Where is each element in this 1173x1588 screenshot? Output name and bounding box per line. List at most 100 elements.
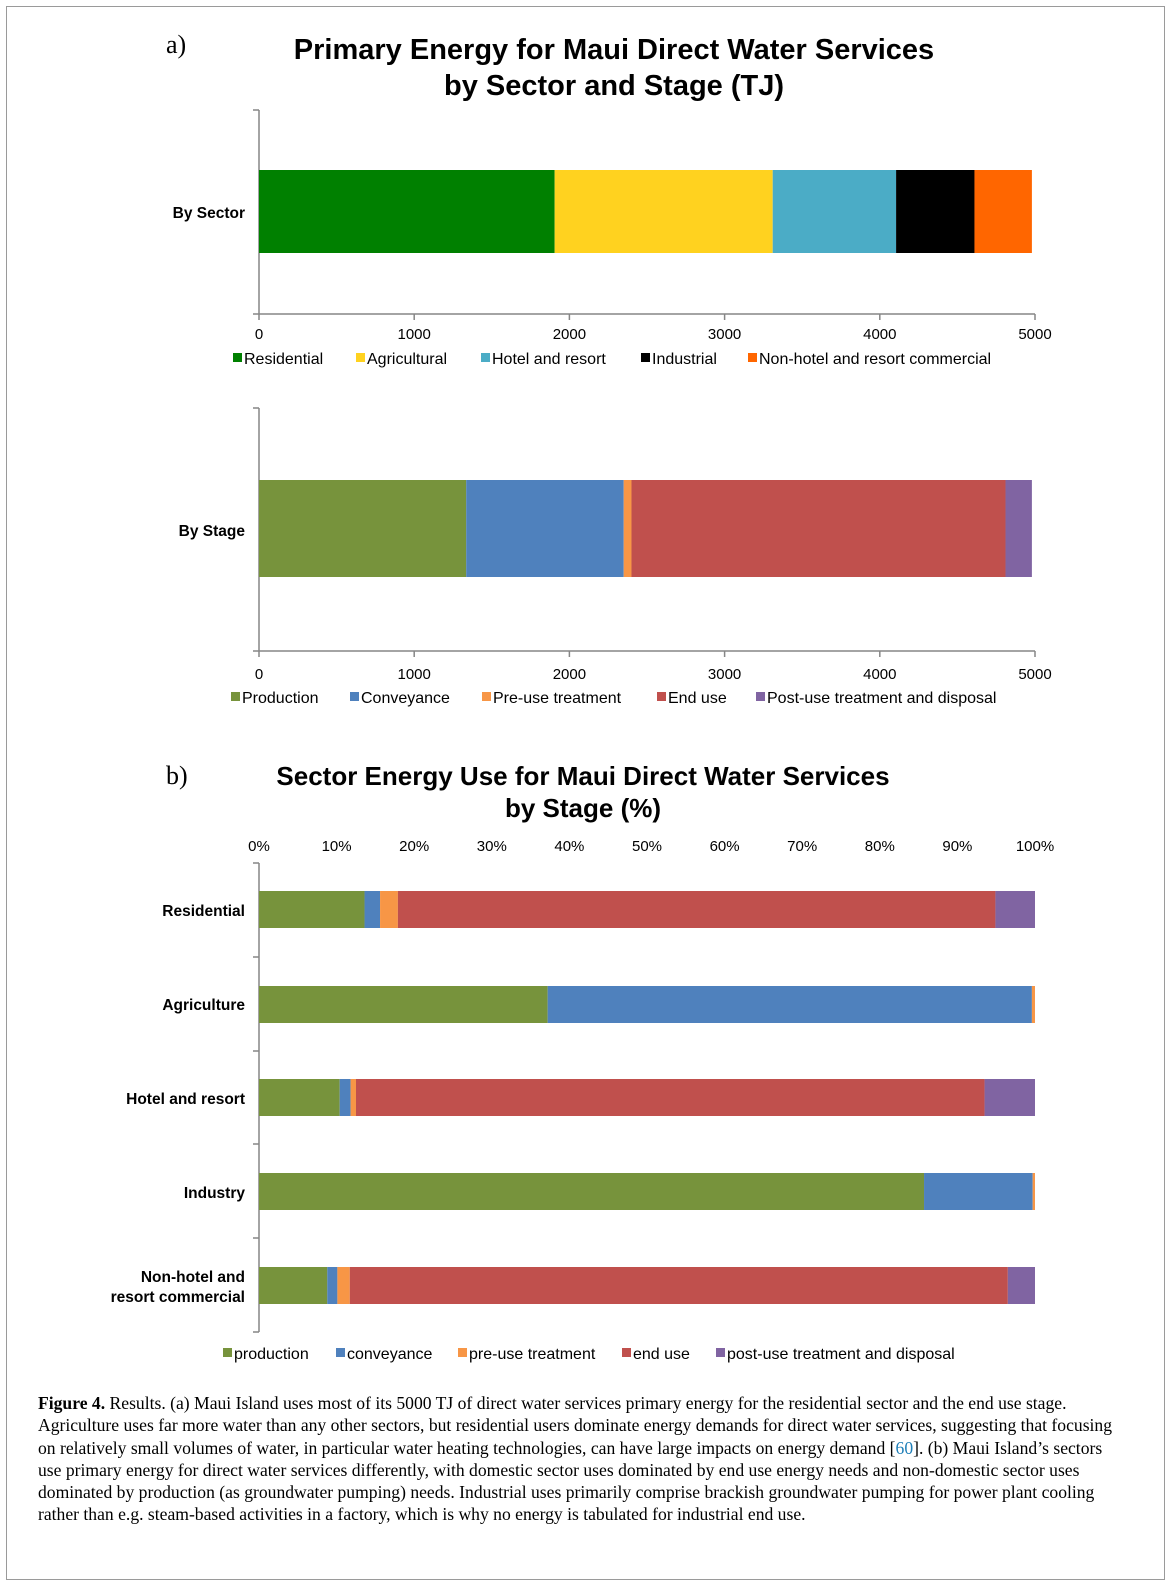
bar-non-hotel-and-resort-commercial-end-use [349,1267,1008,1304]
bar-by-sector-industrial [896,170,975,253]
legend-swatch-residential [233,353,242,362]
bar-by-sector-hotel-and-resort [772,170,897,253]
legend-swatch-post-use-treatment-and-disposal [716,1348,725,1357]
legend-label-agricultural: Agricultural [367,351,447,368]
category-label-by-sector: By Sector [173,205,245,222]
bar-agriculture-production [259,986,548,1023]
caption-text-1: Results. (a) Maui Island uses most of it… [38,1393,1113,1458]
legend-swatch-production [223,1348,232,1357]
x-tick-label-40: 40% [554,838,584,855]
bar-non-hotel-and-resort-commercial-post-use-treatment-and-disposal [1007,1267,1035,1304]
category-label-non-hotel-and-resort-commercial-line-1: Non-hotel and [141,1269,245,1286]
legend-label-residential: Residential [244,351,323,368]
legend-swatch-end-use [622,1348,631,1357]
caption-reference-link[interactable]: 60 [895,1437,914,1458]
legend-swatch-non-hotel-and-resort-commercial [748,353,757,362]
bar-hotel-and-resort-conveyance [339,1079,351,1116]
x-tick-label-50: 50% [632,838,662,855]
x-tick-label-100: 100% [1016,838,1054,855]
x-tick-label-0: 0 [255,326,263,343]
x-tick-label-10: 10% [322,838,352,855]
legend-swatch-industrial [641,353,650,362]
legend-label-production: production [234,1346,309,1363]
category-label-hotel-and-resort: Hotel and resort [126,1091,245,1108]
caption-text-2: ]. (b) Maui Island’s sectors use primary… [38,1437,1103,1525]
bar-hotel-and-resort-pre-use-treatment [350,1079,356,1116]
bar-residential-pre-use-treatment [380,891,398,928]
figure-caption: Figure 4. Results. (a) Maui Island uses … [38,1392,1130,1526]
x-tick-label-30: 30% [477,838,507,855]
x-tick-label-3000: 3000 [708,666,741,683]
bar-agriculture-conveyance [547,986,1032,1023]
bar-agriculture-pre-use-treatment [1031,986,1035,1023]
legend-label-production: Production [242,690,319,707]
legend-swatch-conveyance [336,1348,345,1357]
x-tick-label-3000: 3000 [708,326,741,343]
x-tick-label-4000: 4000 [863,666,896,683]
chart-3: 0% 10% 20% 30% 40% 50% 60% 70% 80% 90% 100% Residen… [111,838,1055,1363]
chart-title-1-line-2: by Sector and Stage (TJ) [444,70,784,102]
bar-by-stage-pre-use-treatment [623,480,632,577]
bar-by-stage-production [259,480,467,577]
legend-swatch-pre-use-treatment [482,692,491,701]
bar-residential-post-use-treatment-and-disposal [995,891,1035,928]
category-label-industry: Industry [184,1185,246,1202]
legend-swatch-pre-use-treatment [458,1348,467,1357]
bar-hotel-and-resort-production [259,1079,340,1116]
x-tick-label-1000: 1000 [398,666,431,683]
x-tick-label-1000: 1000 [398,326,431,343]
x-tick-label-0: 0 [255,666,263,683]
x-tick-label-60: 60% [710,838,740,855]
x-tick-label-0: 0% [248,838,270,855]
legend-label-industrial: Industrial [652,351,717,368]
legend-label-non-hotel-and-resort-commercial: Non-hotel and resort commercial [759,351,991,368]
panel-label-2: b) [166,761,188,790]
category-label-agriculture: Agriculture [162,997,245,1014]
legend-label-conveyance: Conveyance [361,690,450,707]
legend-label-pre-use-treatment: Pre-use treatment [493,690,622,707]
bar-industry-production [259,1173,925,1210]
legend-label-post-use-treatment-and-disposal: post-use treatment and disposal [727,1346,955,1363]
bar-by-stage-conveyance [466,480,624,577]
category-label-non-hotel-and-resort-commercial-line-2: resort commercial [111,1289,245,1306]
legend-swatch-production [231,692,240,701]
chart-1: 0 1000 2000 3000 4000 5000 By Sector Residentia… [173,109,1052,368]
figure-frame [6,6,1165,1580]
bar-residential-end-use [397,891,996,928]
caption-label: Figure 4. [38,1393,106,1413]
bar-by-stage-post-use-treatment-and-disposal [1005,480,1032,577]
bar-by-stage-end-use [631,480,1006,577]
legend-swatch-post-use-treatment-and-disposal [756,692,765,701]
legend-swatch-agricultural [356,353,365,362]
legend-label-conveyance: conveyance [347,1346,432,1363]
x-tick-label-4000: 4000 [863,326,896,343]
bar-non-hotel-and-resort-commercial-pre-use-treatment [337,1267,350,1304]
x-tick-label-90: 90% [942,838,972,855]
category-label-residential: Residential [162,903,245,920]
x-tick-label-2000: 2000 [553,666,586,683]
bar-non-hotel-and-resort-commercial-production [259,1267,328,1304]
bar-industry-conveyance [924,1173,1033,1210]
x-tick-label-5000: 5000 [1018,326,1051,343]
x-tick-label-80: 80% [865,838,895,855]
legend-swatch-end-use [657,692,666,701]
chart-title-2-line-1: Sector Energy Use for Maui Direct Water … [276,761,889,791]
bar-by-sector-residential [259,170,555,253]
bar-residential-conveyance [364,891,381,928]
chart-2: 0 1000 2000 3000 4000 5000 By Stage Production C… [179,407,1052,707]
x-tick-label-2000: 2000 [553,326,586,343]
x-tick-label-20: 20% [399,838,429,855]
legend-swatch-hotel-and-resort [481,353,490,362]
legend-label-post-use-treatment-and-disposal: Post-use treatment and disposal [767,690,996,707]
bar-by-sector-agricultural [554,170,773,253]
bar-hotel-and-resort-post-use-treatment-and-disposal [984,1079,1035,1116]
category-label-by-stage: By Stage [179,523,246,540]
panel-label-1: a) [166,30,186,59]
legend-label-end-use: end use [633,1346,690,1363]
legend-swatch-conveyance [350,692,359,701]
legend-label-hotel-and-resort: Hotel and resort [492,351,606,368]
bar-residential-production [259,891,365,928]
x-tick-label-70: 70% [787,838,817,855]
bar-industry-pre-use-treatment [1032,1173,1035,1210]
